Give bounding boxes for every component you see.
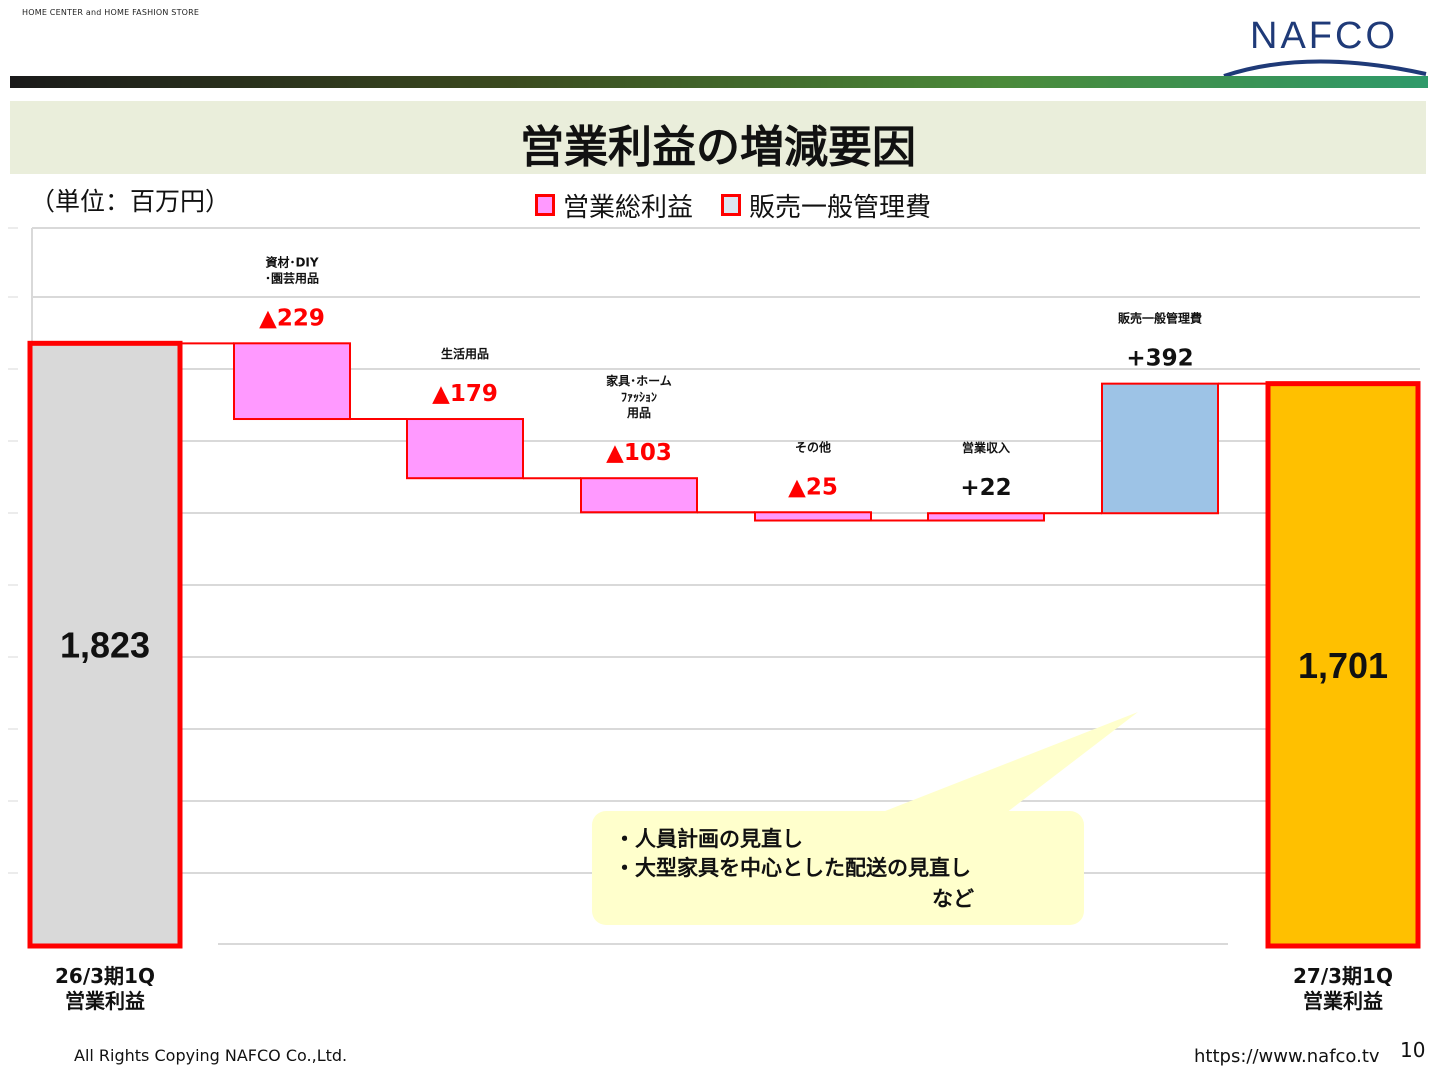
legend-label-gross-profit: 営業総利益: [563, 192, 694, 223]
value-label: ▲103: [606, 440, 672, 466]
category-label: 生活用品: [441, 346, 489, 361]
category-label: 営業利益: [1303, 989, 1383, 1013]
callout-suffix: など: [932, 887, 974, 911]
category-label: ･園芸用品: [265, 270, 319, 285]
value-label: ▲229: [259, 305, 325, 331]
value-label: +392: [1126, 346, 1193, 372]
total-bar: [27, 340, 183, 949]
delta-bar: [927, 512, 1045, 522]
category-label: 販売一般管理費: [1118, 311, 1202, 326]
chart-legend: 営業総利益 販売一般管理費: [535, 187, 949, 224]
value-label: 1,823: [60, 625, 150, 666]
callout-lines: ・人員計画の見直し ・大型家具を中心とした配送の見直し: [614, 825, 971, 883]
value-label: ▲179: [432, 381, 498, 407]
value-label: ▲25: [788, 474, 838, 500]
title-band: 営業利益の増減要因: [10, 101, 1426, 174]
unit-label: （単位：百万円）: [30, 187, 231, 216]
delta-bar: [754, 511, 872, 522]
category-label: 26/3期1Q: [55, 964, 155, 988]
legend-item-gross-profit: 営業総利益: [535, 187, 693, 224]
delta-bar: [233, 342, 351, 421]
category-label: 家具･ホーム: [606, 373, 672, 388]
category-label: 用品: [626, 406, 651, 420]
delta-bar: [580, 477, 698, 514]
page-number: 10: [1400, 1038, 1426, 1062]
delta-bar: [1101, 382, 1219, 515]
header-band: [10, 76, 1428, 88]
company-tagline: HOME CENTER and HOME FASHION STORE: [22, 8, 200, 17]
value-label: 1,701: [1298, 645, 1388, 686]
legend-swatch-sga: [721, 194, 742, 216]
category-label: 資材･DIY: [265, 254, 318, 269]
nafco-logo: NAFCO: [1223, 15, 1427, 78]
legend-swatch-gross-profit: [535, 194, 555, 216]
footer-url[interactable]: https://www.nafco.tv: [1194, 1046, 1380, 1067]
category-label: ﾌｧｯｼｮﾝ: [621, 390, 657, 404]
delta-bar: [406, 418, 524, 480]
category-label: 27/3期1Q: [1293, 964, 1393, 988]
legend-item-sga: 販売一般管理費: [721, 187, 931, 224]
callout-box: [592, 811, 1084, 925]
category-label: 営業利益: [65, 989, 145, 1013]
total-bar: [1265, 381, 1421, 949]
page-title: 営業利益の増減要因: [520, 122, 916, 173]
category-label: その他: [795, 439, 831, 454]
category-label: 営業収入: [962, 440, 1010, 455]
value-label: +22: [960, 475, 1011, 501]
callout-pointer: [880, 712, 1138, 813]
legend-label-sga: 販売一般管理費: [749, 192, 932, 223]
callout-line: ・大型家具を中心とした配送の見直し: [614, 856, 971, 880]
footer-copyright: All Rights Copying NAFCO Co.,Ltd.: [74, 1046, 348, 1065]
logo-text: NAFCO: [1250, 15, 1398, 57]
callout-note: ・人員計画の見直し ・大型家具を中心とした配送の見直し など: [592, 811, 1084, 925]
logo-swoosh: [1223, 59, 1427, 78]
callout-line: ・人員計画の見直し: [614, 827, 803, 851]
